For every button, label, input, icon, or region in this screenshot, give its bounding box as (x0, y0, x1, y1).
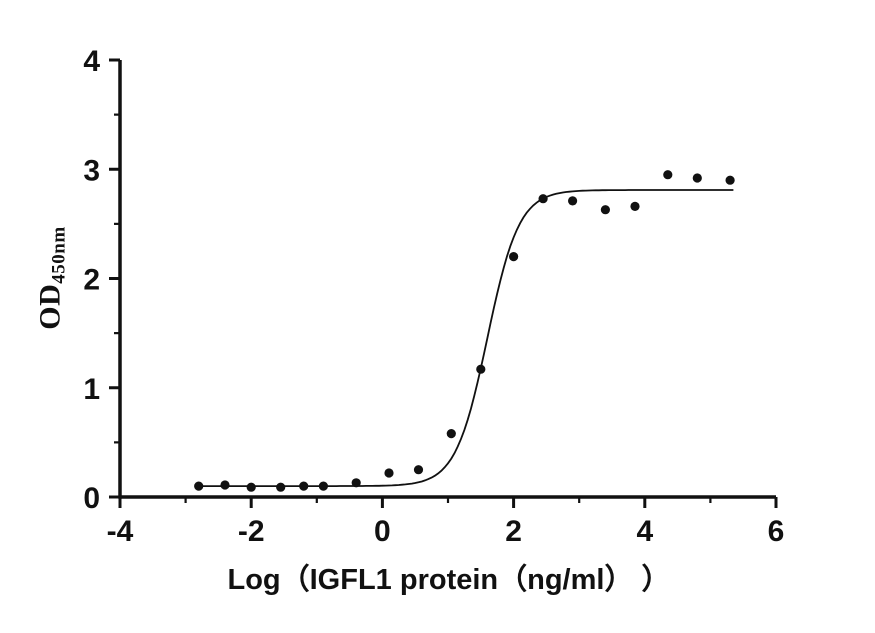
y-tick-label: 4 (83, 45, 100, 78)
y-tick-label: 1 (83, 373, 100, 406)
y-tick-label: 3 (83, 154, 100, 187)
x-tick-label: 6 (768, 515, 785, 548)
x-tick-label: -2 (238, 515, 265, 548)
fit-curve (195, 189, 734, 487)
x-axis-label: Log（IGFL1 protein（ng/ml） ） (227, 564, 671, 596)
data-point (568, 196, 578, 206)
data-point (246, 482, 256, 492)
data-point (476, 364, 486, 374)
data-point (384, 468, 394, 478)
data-point (692, 173, 702, 183)
data-point (299, 481, 309, 491)
x-tick-label: 4 (636, 515, 653, 548)
data-point (318, 481, 328, 491)
x-tick-label: 0 (374, 515, 391, 548)
y-axis-label-main: OD (33, 283, 67, 330)
data-point (220, 480, 230, 490)
y-axis-label-sub: 450nm (48, 226, 70, 284)
y-axis-label: OD450nm (34, 226, 71, 329)
y-tick-label: 0 (83, 482, 100, 515)
x-tick-label: -4 (107, 515, 134, 548)
data-point (276, 482, 286, 492)
data-point (446, 429, 456, 439)
data-point (413, 465, 424, 475)
x-tick-label: 2 (505, 515, 522, 548)
y-tick-label: 2 (83, 264, 100, 297)
data-point (630, 201, 640, 211)
data-point (600, 205, 611, 215)
data-point (194, 481, 204, 491)
data-point (538, 194, 548, 204)
data-point (663, 170, 673, 180)
data-point (351, 478, 361, 488)
data-point (508, 252, 519, 262)
data-point (725, 175, 735, 185)
